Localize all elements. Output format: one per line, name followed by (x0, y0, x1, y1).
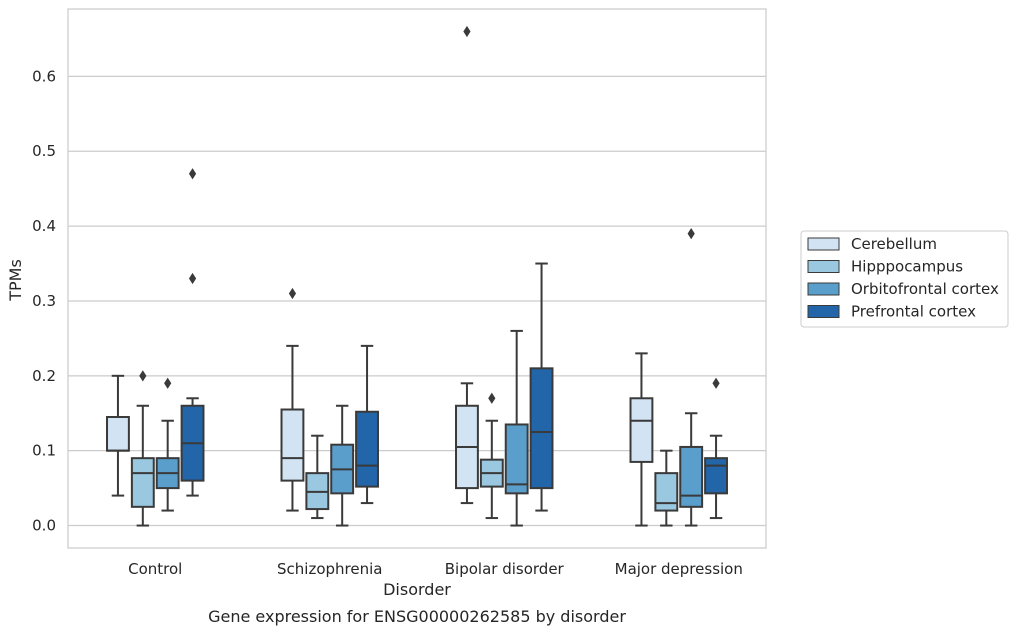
outlier-point (288, 287, 297, 300)
legend-swatch (807, 260, 840, 273)
outlier-point (188, 272, 197, 285)
y-tick-label: 0.3 (32, 292, 56, 310)
box-orbitofrontal-cortex (155, 377, 180, 512)
outlier-point (687, 227, 695, 240)
box-body (130, 457, 155, 508)
chart-caption: Gene expression for ENSG00000262585 by d… (208, 607, 626, 626)
legend-swatch (807, 305, 840, 318)
box-body (704, 457, 728, 495)
box-orbitofrontal-cortex (504, 329, 529, 527)
y-axis-label: TPMs (6, 259, 25, 302)
outlier-point (188, 168, 197, 180)
box-body (106, 415, 130, 452)
x-tick-label: Bipolar disorder (445, 560, 565, 578)
y-tick-label: 0.4 (32, 217, 56, 235)
box-prefrontal-cortex (529, 262, 554, 512)
x-axis-label: Disorder (383, 580, 451, 599)
box-prefrontal-cortex (355, 344, 379, 505)
box-body (504, 423, 529, 495)
box-body (529, 367, 554, 490)
box-body (629, 397, 654, 463)
y-tick-label: 0.0 (32, 517, 56, 535)
legend-label: Orbitofrontal cortex (851, 280, 999, 298)
y-tick-labels: 0.0 0.1 0.2 0.3 0.4 0.5 0.6 (32, 67, 56, 534)
outlier-point (164, 377, 172, 389)
box-hipppocampus (654, 449, 679, 527)
box-prefrontal-cortex (704, 377, 728, 520)
x-tick-labels: Control Schizophrenia Bipolar disorder Majo… (128, 560, 743, 578)
box-hipppocampus (305, 434, 330, 520)
outlier-point (712, 377, 720, 389)
plot-area-frame (67, 8, 767, 549)
outlier-point (488, 392, 496, 404)
legend-swatch (807, 282, 840, 296)
y-tick-label: 0.2 (32, 367, 56, 385)
box-body (654, 472, 679, 512)
outlier-point (139, 370, 147, 382)
box-hipppocampus (479, 392, 504, 520)
x-tick-label: Schizophrenia (277, 560, 382, 578)
x-tick-label: Major depression (615, 560, 743, 578)
box-orbitofrontal-cortex (330, 404, 355, 527)
legend-label: Prefrontal cortex (851, 303, 976, 321)
box-cerebellum (106, 374, 130, 497)
box-body (280, 408, 305, 482)
box-prefrontal-cortex (180, 168, 205, 497)
legend-label: Hipppocampus (851, 258, 963, 276)
box-hipppocampus (130, 370, 155, 527)
box-body (679, 445, 704, 508)
box-cerebellum (455, 25, 479, 505)
legend: Cerebellum Hipppocampus Orbitofrontal cort… (800, 230, 1009, 328)
boxes (106, 25, 728, 527)
legend-frame (800, 230, 1009, 328)
box-body (355, 410, 379, 488)
box-cerebellum (280, 287, 305, 512)
outlier-point (463, 25, 471, 38)
legend-label: Cerebellum (851, 235, 937, 253)
box-orbitofrontal-cortex (679, 227, 704, 527)
x-tick-label: Control (128, 560, 182, 578)
legend-swatch (807, 237, 840, 251)
box-cerebellum (629, 352, 654, 527)
y-tick-label: 0.6 (32, 67, 56, 85)
y-tick-label: 0.5 (32, 142, 56, 160)
y-tick-label: 0.1 (32, 442, 56, 460)
